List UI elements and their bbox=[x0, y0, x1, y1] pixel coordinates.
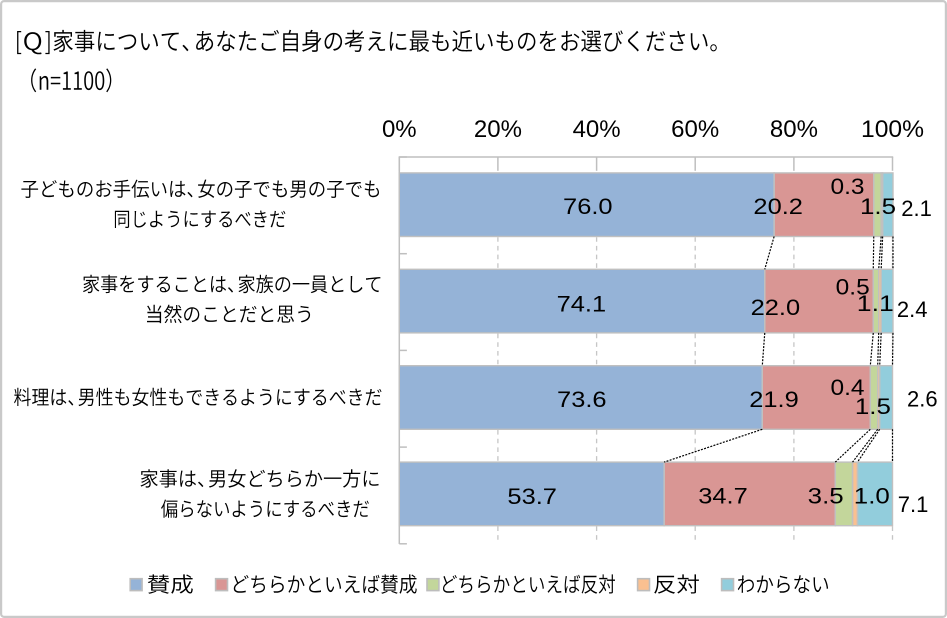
svg-text:76.0: 76.0 bbox=[563, 194, 613, 219]
svg-text:21.9: 21.9 bbox=[749, 387, 799, 412]
svg-text:53.7: 53.7 bbox=[507, 484, 557, 509]
svg-text:20%: 20% bbox=[474, 116, 522, 143]
svg-text:20.2: 20.2 bbox=[753, 194, 803, 219]
svg-text:1.5: 1.5 bbox=[855, 394, 891, 419]
svg-text:2.4: 2.4 bbox=[897, 297, 928, 322]
svg-text:1.5: 1.5 bbox=[860, 194, 896, 219]
svg-text:73.6: 73.6 bbox=[557, 387, 607, 412]
svg-text:80%: 80% bbox=[770, 116, 818, 143]
svg-text:40%: 40% bbox=[573, 116, 621, 143]
svg-text:1.0: 1.0 bbox=[854, 484, 890, 509]
svg-text:34.7: 34.7 bbox=[698, 483, 748, 508]
svg-text:22.0: 22.0 bbox=[751, 295, 801, 320]
svg-text:100%: 100% bbox=[861, 116, 924, 143]
svg-text:0%: 0% bbox=[382, 116, 417, 143]
svg-text:2.6: 2.6 bbox=[907, 387, 938, 412]
svg-text:0.4: 0.4 bbox=[831, 375, 865, 400]
svg-text:3.5: 3.5 bbox=[808, 484, 844, 509]
svg-text:60%: 60% bbox=[671, 116, 719, 143]
svg-text:1.1: 1.1 bbox=[857, 291, 894, 316]
svg-text:2.1: 2.1 bbox=[901, 196, 932, 221]
svg-text:0.3: 0.3 bbox=[831, 174, 865, 199]
svg-text:7.1: 7.1 bbox=[898, 492, 929, 517]
svg-text:74.1: 74.1 bbox=[557, 291, 607, 316]
svg-text:0.5: 0.5 bbox=[836, 275, 870, 300]
